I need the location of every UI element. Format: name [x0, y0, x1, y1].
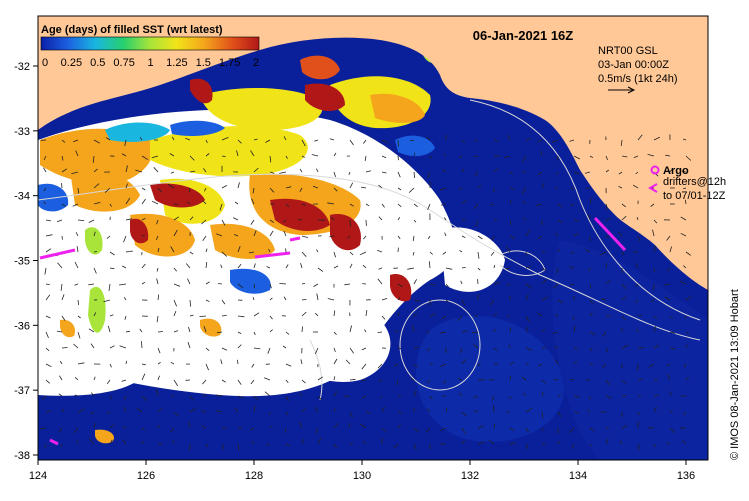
drifters-line-2: to 07/01-12Z	[663, 190, 726, 202]
latitude-ticks: -32 -33 -34 -35 -36 -37 -38	[14, 61, 38, 462]
colorbar-tick-label: 1.75	[219, 57, 240, 69]
current-vector	[62, 236, 63, 240]
current-vector	[574, 316, 575, 320]
current-vector	[238, 360, 239, 364]
colorbar-ticks: 0 0.25 0.5 0.75 1 1.25 1.5 1.75 2	[42, 57, 259, 69]
colorbar-tick-label: 0	[42, 57, 48, 69]
colorbar-tick-label: 0.25	[61, 57, 82, 69]
current-vector	[174, 204, 178, 205]
colorbar-label: Age (days) of filled SST (wrt latest)	[41, 24, 223, 36]
current-vector	[158, 332, 163, 333]
lat-tick-label: -35	[14, 256, 30, 268]
lat-tick-label: -33	[14, 126, 30, 138]
current-vector	[507, 412, 510, 413]
colorbar-tick-label: 1.5	[196, 57, 211, 69]
current-vector	[62, 348, 68, 349]
colorbar-tick-label: 1	[147, 57, 153, 69]
colorbar-tick-label: 0.5	[90, 57, 105, 69]
colorbar-tick-label: 2	[253, 57, 259, 69]
current-vector	[542, 428, 543, 431]
lat-tick-label: -34	[14, 191, 30, 203]
current-vector	[218, 284, 222, 285]
current-vector	[638, 348, 644, 349]
lon-tick-label: 134	[569, 470, 587, 482]
colorbar-gradient	[41, 37, 259, 50]
lon-tick-label: 126	[137, 470, 155, 482]
lat-tick-label: -38	[14, 450, 30, 462]
current-vector	[398, 140, 399, 147]
current-vector	[398, 156, 399, 160]
credit-text: © IMOS 08-Jan-2021 13:09 Hobart	[729, 289, 741, 460]
lat-tick-label: -32	[14, 61, 30, 73]
map-title: 06-Jan-2021 16Z	[473, 28, 574, 43]
lon-tick-label: 130	[353, 470, 371, 482]
lon-tick-label: 132	[461, 470, 479, 482]
drifters-line-1: drifters@12h	[663, 176, 726, 188]
current-vector	[558, 156, 559, 160]
current-vector	[606, 316, 610, 317]
lat-tick-label: -37	[14, 385, 30, 397]
current-vector	[606, 263, 607, 268]
info-line-1: NRT00 GSL	[598, 45, 658, 57]
longitude-ticks: 124 126 128 130 132 134 136	[29, 460, 695, 482]
current-vector	[298, 220, 302, 221]
lon-tick-label: 128	[245, 470, 263, 482]
lon-tick-label: 136	[677, 470, 695, 482]
current-vector	[62, 183, 63, 188]
info-line-2: 03-Jan 00:00Z	[598, 59, 669, 71]
colorbar-tick-label: 1.25	[166, 57, 187, 69]
current-vector	[586, 188, 590, 189]
colorbar-tick-label: 0.75	[113, 57, 134, 69]
lat-tick-label: -36	[14, 320, 30, 332]
info-line-3: 0.5m/s (1kt 24h)	[598, 73, 677, 85]
current-vector	[190, 444, 191, 451]
lon-tick-label: 124	[29, 470, 47, 482]
